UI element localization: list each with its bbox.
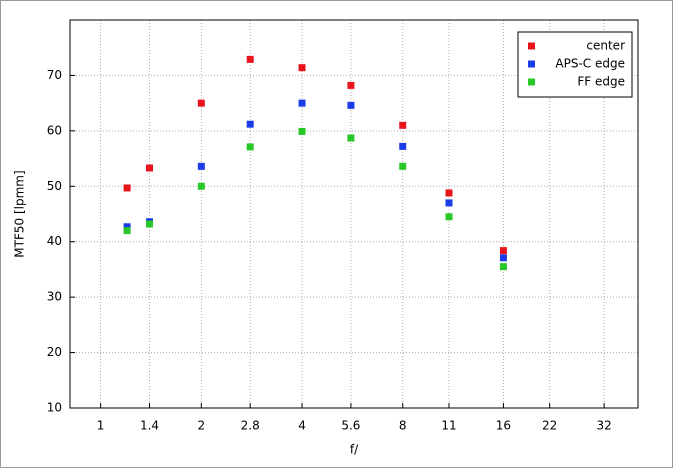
x-axis-label: f/: [350, 443, 359, 457]
point: [123, 227, 131, 235]
x-tick-label: 1.4: [140, 419, 159, 433]
point: [298, 127, 306, 135]
point: [399, 162, 407, 170]
point: [298, 99, 306, 107]
point: [399, 142, 407, 150]
x-tick-label: 16: [496, 419, 511, 433]
y-tick-label: 40: [47, 234, 62, 248]
x-tick-label: 4: [298, 419, 306, 433]
legend-label: center: [586, 39, 625, 53]
point: [123, 184, 131, 192]
legend-marker: [528, 60, 535, 68]
x-tick-label: 11: [441, 419, 456, 433]
point: [499, 254, 507, 262]
point: [445, 213, 453, 221]
x-tick-label: 2: [197, 419, 205, 433]
point: [246, 120, 254, 128]
point: [197, 182, 205, 190]
y-tick-label: 50: [47, 179, 62, 193]
point: [347, 101, 355, 109]
x-tick-label: 2.8: [241, 419, 260, 433]
point: [123, 223, 131, 231]
y-tick-label: 20: [47, 345, 62, 359]
plot-area: [69, 19, 639, 409]
point: [499, 263, 507, 271]
point: [246, 143, 254, 151]
legend-box: [517, 31, 633, 98]
point: [445, 199, 453, 207]
point: [246, 55, 254, 63]
y-tick-label: 30: [47, 290, 62, 304]
point: [445, 189, 453, 197]
point: [145, 164, 153, 172]
point: [399, 121, 407, 129]
point: [145, 220, 153, 228]
x-tick-label: 5.6: [341, 419, 360, 433]
legend-label: APS-C edge: [555, 57, 625, 71]
y-axis-label: MTF50 [lpmm]: [13, 170, 27, 257]
y-tick-label: 70: [47, 68, 62, 82]
y-tick-label: 10: [47, 401, 62, 415]
x-tick-label: 22: [542, 419, 557, 433]
legend-marker: [528, 42, 535, 50]
x-tick-label: 32: [596, 419, 611, 433]
legend-marker: [528, 78, 535, 86]
point: [347, 134, 355, 142]
y-tick-label: 60: [47, 123, 62, 137]
point: [197, 162, 205, 170]
legend-label: FF edge: [577, 75, 625, 89]
point: [197, 99, 205, 107]
point: [298, 64, 306, 72]
x-tick-label: 1: [97, 419, 105, 433]
point: [347, 81, 355, 89]
point: [499, 247, 507, 255]
x-tick-label: 8: [399, 419, 407, 433]
